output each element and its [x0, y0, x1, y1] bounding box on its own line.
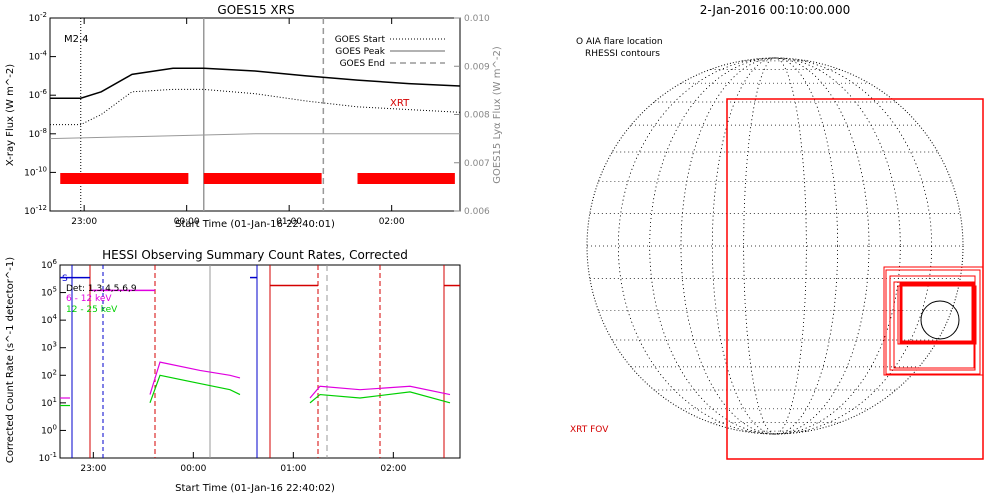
- hessi-xtick-label: 23:00: [80, 464, 106, 474]
- goes-title: GOES15 XRS: [217, 3, 294, 17]
- hessi-xlabel: Start Time (01-Jan-16 22:40:02): [175, 483, 335, 494]
- hessi-ytick-label: 101: [41, 396, 57, 409]
- xrt-coverage-bar: [60, 173, 189, 184]
- legend-goes-start: GOES Start: [335, 35, 386, 45]
- goes-y2tick-label: 0.008: [464, 111, 490, 121]
- hessi-series-6-12-kev: [149, 361, 241, 395]
- goes-panel: GOES15 XRS 23:00 00:00 01:00 02:00 10-2 10-4 1…: [5, 3, 503, 230]
- hessi-panel: HESSI Observing Summary Count Rates, Cor…: [5, 248, 461, 494]
- solar-disk: [586, 57, 984, 460]
- legend-aia: O AIA flare location: [576, 37, 663, 47]
- xrt-coverage-bar: [357, 173, 455, 184]
- xrt-fov-box: [726, 98, 984, 460]
- goes-y2tick-label: 0.010: [464, 14, 490, 24]
- goes-y2tick-label: 0.007: [464, 159, 490, 169]
- goes-xlabel: Start Time (01-Jan-16 22:40:01): [175, 219, 335, 230]
- goes-y2tick-label: 0.009: [464, 62, 490, 72]
- rhessi-contour-box: [883, 266, 984, 376]
- xrt-coverage-bar: [203, 173, 322, 184]
- hessi-xtick-label: 02:00: [380, 464, 406, 474]
- goes-ytick-label: 10-2: [29, 11, 47, 24]
- rhessi-contour-box: [885, 269, 981, 375]
- goes-ytick-label: 10-10: [24, 165, 47, 178]
- goes-y2tick-label: 0.006: [464, 207, 490, 217]
- hessi-series-6-12-kev: [309, 385, 451, 399]
- sun-panel: 2-Jan-2016 00:10:00.000 O AIA flare loca…: [570, 3, 984, 460]
- rhessi-contour-box: [893, 281, 975, 369]
- hessi-series-12-25-kev: [309, 391, 451, 404]
- goes-ylabel2: GOES15 Lyα Flux (W m^-2): [492, 46, 503, 184]
- goes-ytick-label: 10-12: [24, 204, 47, 217]
- hessi-band-12-25: 12 - 25 keV: [66, 305, 118, 315]
- xrt-fov-label: XRT FOV: [570, 425, 609, 435]
- legend-goes-peak: GOES Peak: [335, 47, 385, 57]
- goes-xtick-label: 00:00: [174, 217, 200, 227]
- sun-title: 2-Jan-2016 00:10:00.000: [700, 3, 850, 17]
- hessi-ylabel: Corrected Count Rate (s^-1 detector^-1): [5, 257, 16, 463]
- legend-rhessi: RHESSI contours: [585, 49, 660, 59]
- rhessi-contour-box: [897, 285, 977, 345]
- goes-ytick-label: 10-8: [29, 127, 47, 140]
- goes-xtick-label: 02:00: [379, 217, 405, 227]
- solar-meridian: [680, 57, 870, 435]
- goes-series-0-5-4-a: [50, 88, 461, 126]
- hessi-ytick-label: 100: [41, 423, 57, 436]
- hessi-band-6-12: 6 - 12 keV: [66, 294, 112, 304]
- hessi-ytick-label: 103: [41, 341, 57, 354]
- hessi-ytick-label: 10-1: [39, 451, 57, 464]
- goes-ylabel: X-ray Flux (W m^-2): [5, 64, 16, 166]
- hessi-series-12-25-kev: [149, 374, 241, 404]
- goes-ytick-label: 10-6: [29, 88, 48, 101]
- hessi-xtick-label: 01:00: [280, 464, 306, 474]
- hessi-plot-frame: [59, 264, 461, 459]
- xrt-label: XRT: [390, 98, 410, 109]
- aia-flare-circle: [920, 300, 960, 340]
- hessi-det-label: Det: 1,3,4,5,6,9: [66, 284, 137, 294]
- rhessi-contour-box: [899, 282, 975, 344]
- goes-marks: 23:00 00:00 01:00 02:00 10-2 10-4 10-6 10-8 10-1…: [24, 11, 490, 227]
- solar-meridian: [711, 57, 839, 435]
- hessi-title: HESSI Observing Summary Count Rates, Cor…: [102, 248, 408, 262]
- flare-class-label: M2.4: [64, 34, 89, 45]
- solar-meridian: [743, 57, 807, 435]
- hessi-ytick-label: 102: [41, 368, 57, 381]
- goes-series-1-8-a: [50, 67, 461, 99]
- hessi-ytick-label: 105: [41, 286, 57, 299]
- goes-series-lya: [49, 133, 460, 140]
- goes-ytick-label: 10-4: [29, 50, 48, 63]
- hessi-s-label: S: [62, 274, 68, 284]
- hessi-marks: 23:00 00:00 01:00 02:00 106 105 104 103 102 101 10…: [39, 258, 460, 474]
- hessi-ytick-label: 104: [41, 313, 57, 326]
- rhessi-contour-box: [889, 275, 976, 371]
- solar-meridian: [649, 57, 901, 435]
- legend-goes-end: GOES End: [340, 59, 385, 69]
- goes-xtick-label: 23:00: [71, 217, 97, 227]
- hessi-ytick-label: 106: [41, 258, 57, 271]
- goes-xtick-label: 01:00: [276, 217, 302, 227]
- hessi-xtick-label: 00:00: [180, 464, 206, 474]
- goes-legend: GOES Start GOES Peak GOES End: [335, 35, 445, 69]
